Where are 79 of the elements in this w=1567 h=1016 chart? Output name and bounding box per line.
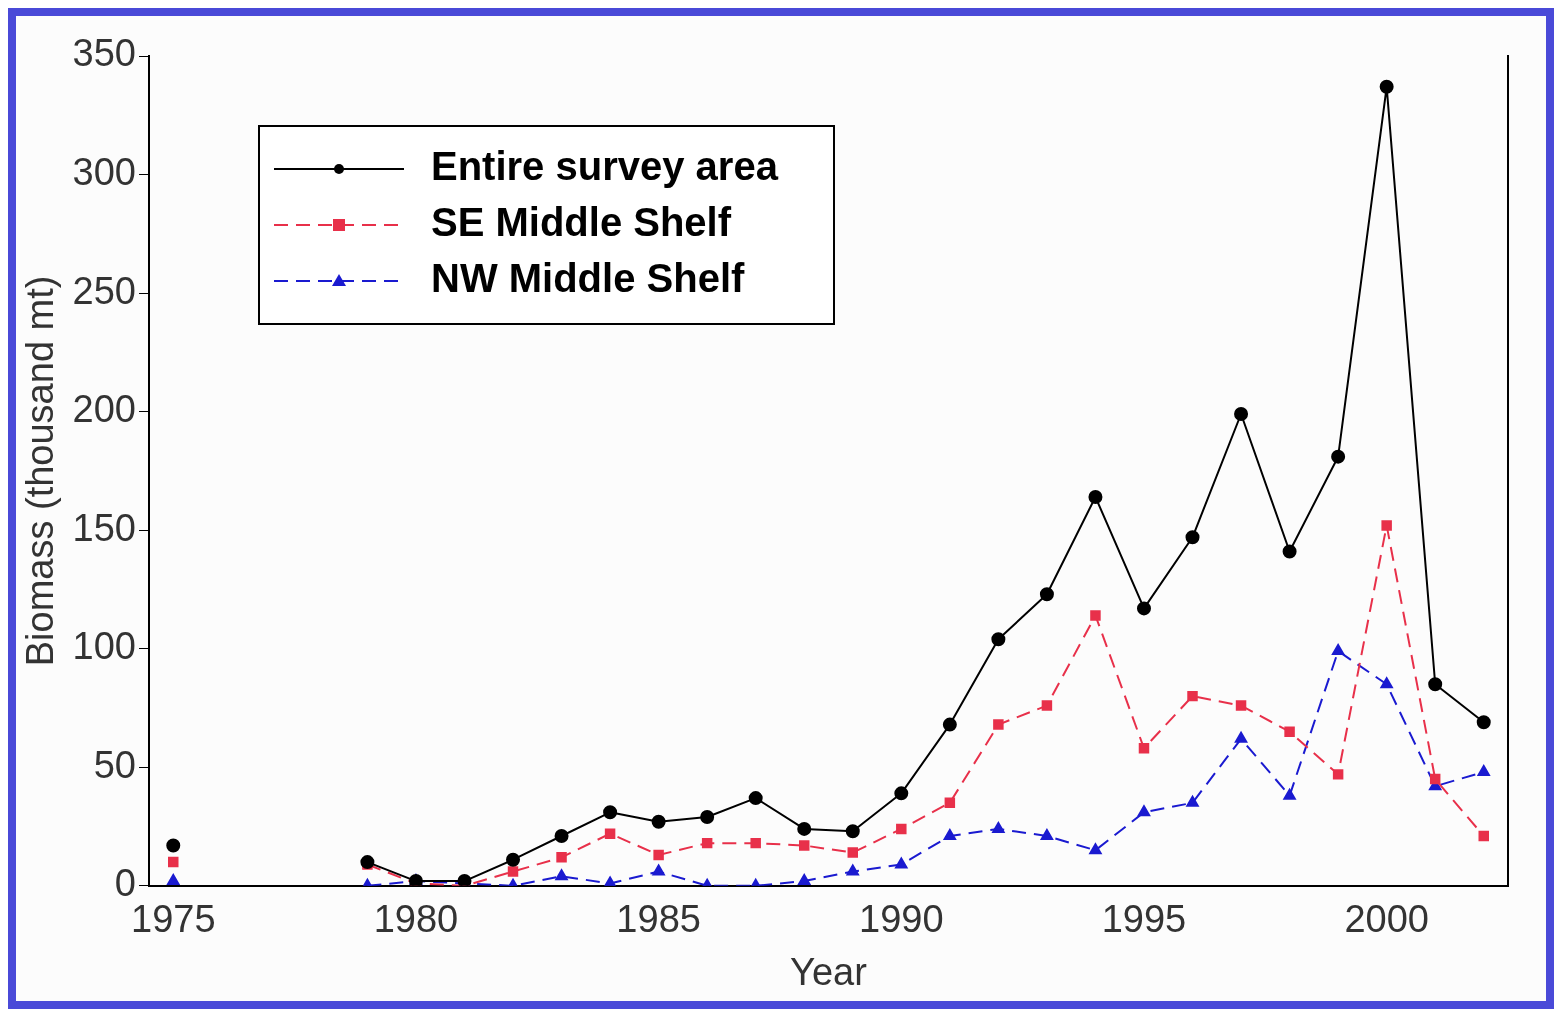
y-axis-title: Biomass (thousand mt) — [19, 275, 62, 667]
point — [507, 866, 519, 877]
y-tick-label: 100 — [72, 625, 136, 668]
point — [1088, 489, 1103, 504]
point — [896, 823, 907, 835]
point — [1380, 677, 1393, 689]
y-tick-label: 50 — [93, 743, 136, 786]
point — [1331, 644, 1345, 656]
point — [1478, 830, 1489, 842]
y-tick-label: 300 — [72, 151, 136, 194]
point — [1428, 677, 1443, 692]
point — [798, 840, 810, 851]
point — [1429, 773, 1441, 785]
point — [1476, 715, 1491, 730]
x-tick-label: 1980 — [373, 898, 459, 941]
point — [1090, 610, 1101, 621]
point — [651, 814, 666, 829]
point — [798, 874, 811, 886]
point — [942, 717, 957, 732]
point — [993, 719, 1004, 730]
point — [700, 810, 715, 825]
point — [555, 869, 568, 881]
point — [556, 852, 567, 863]
point — [1041, 700, 1053, 711]
y-tick-label: 350 — [72, 32, 136, 75]
y-tick-label: 150 — [72, 506, 136, 549]
point — [1137, 805, 1151, 817]
point — [797, 821, 812, 836]
point — [1379, 79, 1394, 94]
point — [750, 837, 761, 849]
point — [1234, 407, 1249, 421]
point — [1187, 690, 1198, 702]
y-tick-label: 250 — [72, 269, 136, 312]
point — [652, 864, 665, 876]
point — [701, 837, 713, 849]
point — [845, 824, 860, 839]
point — [1040, 829, 1054, 841]
point — [167, 874, 180, 886]
point — [168, 856, 179, 868]
point — [1136, 601, 1151, 616]
y-tick-label: 200 — [72, 388, 136, 431]
point — [1234, 731, 1248, 743]
point — [604, 828, 616, 839]
point — [554, 829, 569, 844]
x-axis-title: Year — [790, 950, 868, 993]
legend-label: NW Middle Shelf — [431, 256, 745, 301]
point — [1284, 726, 1295, 737]
point — [894, 786, 909, 801]
point — [1039, 587, 1054, 602]
point — [1331, 449, 1346, 464]
point — [1477, 765, 1490, 776]
legend-label: Entire survey area — [431, 144, 779, 189]
point — [1283, 788, 1296, 800]
point — [166, 838, 181, 853]
point — [1235, 700, 1247, 711]
point — [1138, 743, 1150, 754]
point — [847, 847, 859, 858]
legend-label: SE Middle Shelf — [431, 200, 732, 245]
x-tick-label: 2000 — [1344, 898, 1429, 941]
x-tick-label: 1995 — [1101, 898, 1187, 941]
point — [943, 829, 957, 841]
point — [1089, 843, 1102, 855]
point — [1186, 795, 1199, 807]
point — [846, 864, 859, 876]
point — [748, 791, 763, 806]
point — [1185, 530, 1200, 545]
point — [992, 821, 1005, 833]
point — [506, 852, 521, 867]
point — [653, 849, 664, 861]
point — [1381, 520, 1392, 531]
point — [991, 632, 1006, 647]
x-tick-label: 1990 — [859, 898, 944, 941]
point — [603, 805, 618, 820]
point — [360, 855, 375, 870]
x-tick-label: 1985 — [616, 898, 701, 941]
point — [944, 797, 956, 809]
point — [1332, 769, 1344, 780]
point — [895, 857, 908, 869]
point — [1282, 544, 1297, 559]
